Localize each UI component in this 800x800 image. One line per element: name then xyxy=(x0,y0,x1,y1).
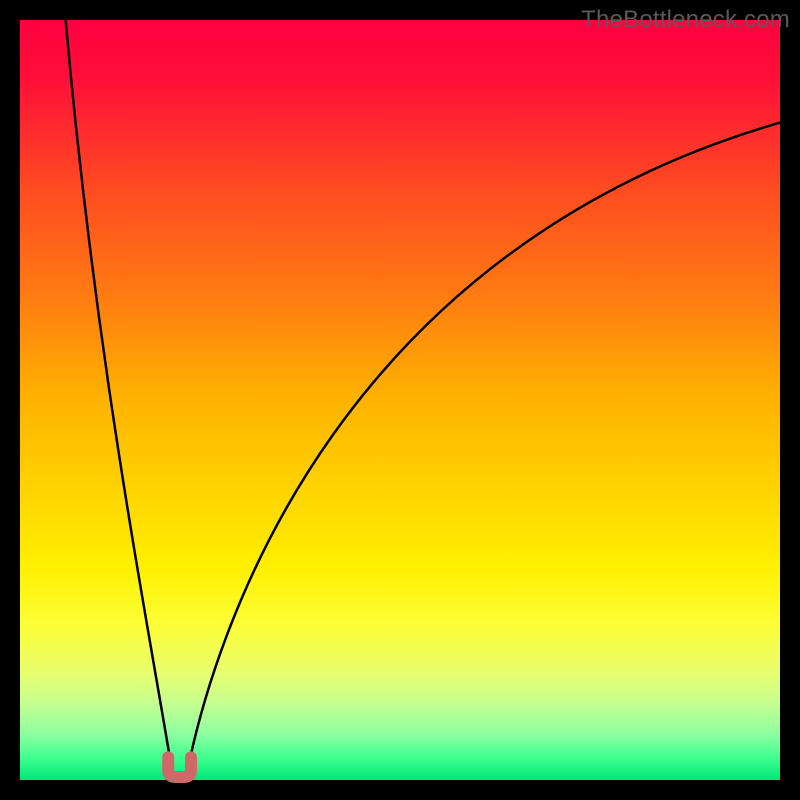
bottleneck-chart xyxy=(0,0,800,800)
chart-frame: TheBottleneck.com xyxy=(0,0,800,800)
watermark-text: TheBottleneck.com xyxy=(581,6,790,34)
plot-background xyxy=(20,20,780,780)
